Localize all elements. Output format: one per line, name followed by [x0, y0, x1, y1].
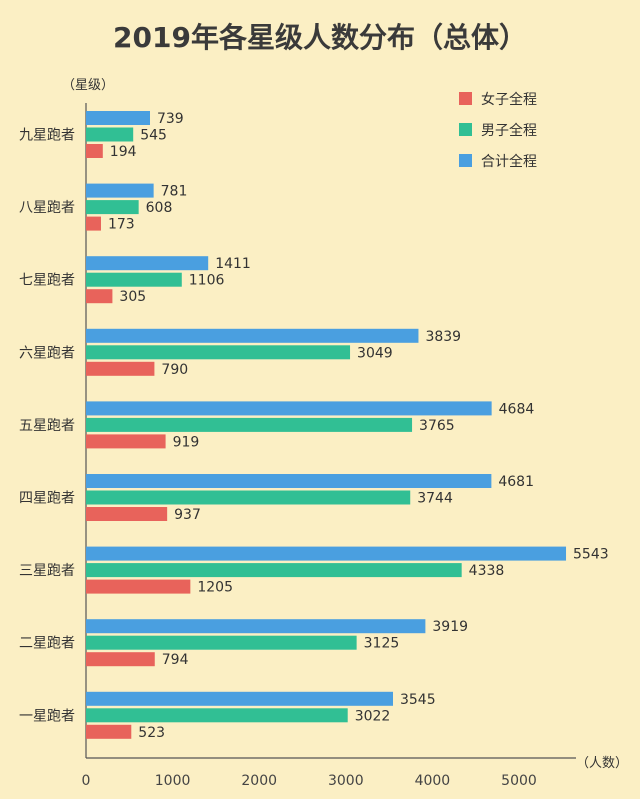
bar: [86, 127, 134, 142]
legend-label: 女子全程: [481, 91, 537, 108]
category-label: 五星跑者: [19, 418, 75, 434]
bar: [86, 490, 411, 505]
bar-value-label: 3919: [432, 619, 468, 635]
bar-value-label: 1106: [189, 273, 225, 289]
x-tick-label: 0: [82, 773, 91, 789]
legend-swatch: [459, 92, 472, 105]
legend-label: 男子全程: [481, 122, 537, 139]
bar-value-label: 5543: [573, 547, 609, 563]
chart-title: 2019年各星级人数分布（总体）: [113, 21, 527, 54]
x-tick-label: 4000: [415, 773, 451, 789]
bar: [86, 272, 182, 287]
bar-value-label: 3049: [357, 345, 393, 361]
bar-value-label: 919: [173, 434, 200, 450]
bar-value-label: 1411: [215, 256, 251, 272]
category-label: 九星跑者: [19, 128, 75, 144]
bar-value-label: 4684: [499, 401, 535, 417]
bar-value-label: 173: [108, 217, 135, 233]
bar-value-label: 3839: [425, 329, 461, 345]
bar: [86, 256, 209, 271]
bar-value-label: 3545: [400, 692, 436, 708]
y-axis-label: （星级）: [62, 78, 114, 93]
bar: [86, 216, 101, 231]
bar: [86, 579, 191, 594]
x-tick-label: 2000: [241, 773, 277, 789]
bar-value-label: 1205: [197, 580, 233, 596]
category-label: 三星跑者: [19, 563, 75, 579]
bar-value-label: 608: [146, 200, 173, 216]
x-ticks-group: 0 1000 2000 3000 4000 5000: [82, 773, 537, 789]
bar: [86, 563, 462, 578]
x-tick-label: 3000: [328, 773, 364, 789]
bar-value-label: 545: [140, 128, 167, 144]
bar-value-label: 305: [119, 289, 146, 305]
bar: [86, 708, 348, 723]
bar: [86, 417, 413, 432]
bar: [86, 619, 426, 634]
x-tick-label: 1000: [155, 773, 191, 789]
bar-value-label: 3765: [419, 418, 455, 434]
bar: [86, 724, 132, 739]
bar-value-label: 790: [161, 362, 188, 378]
category-label: 八星跑者: [19, 200, 75, 216]
bar-value-label: 194: [110, 144, 137, 160]
bar: [86, 328, 419, 343]
bar-value-label: 4681: [498, 474, 534, 490]
bar: [86, 345, 351, 360]
bar-value-label: 781: [161, 184, 188, 200]
bar: [86, 111, 150, 125]
bar-value-label: 3125: [364, 636, 400, 652]
bar: [86, 507, 168, 521]
bar-value-label: 523: [138, 725, 165, 741]
bar: [86, 361, 155, 376]
category-label: 二星跑者: [19, 636, 75, 652]
bar-value-label: 794: [162, 652, 189, 668]
bar: [86, 691, 393, 706]
category-label: 一星跑者: [19, 708, 75, 724]
bar: [86, 200, 139, 215]
bar: [86, 635, 357, 650]
bar: [86, 401, 492, 416]
bar: [86, 144, 103, 158]
bar: [86, 474, 492, 488]
legend-label: 合计全程: [481, 153, 537, 170]
legend-swatch: [459, 123, 472, 136]
x-tick-label: 5000: [501, 773, 537, 789]
bar: [86, 434, 166, 449]
bar: [86, 289, 113, 304]
bar-value-label: 3022: [355, 708, 391, 724]
bar-value-label: 937: [174, 507, 201, 523]
category-label: 六星跑者: [19, 345, 75, 361]
category-label: 四星跑者: [19, 491, 75, 507]
bar-value-label: 3744: [417, 491, 453, 507]
bar: [86, 183, 154, 198]
bar: [86, 546, 567, 561]
bar-value-label: 4338: [469, 563, 505, 579]
x-axis-label: （人数）: [576, 756, 628, 771]
bar: [86, 652, 155, 667]
category-label: 七星跑者: [19, 273, 75, 289]
bar-value-label: 739: [157, 111, 184, 127]
legend-swatch: [459, 154, 472, 167]
